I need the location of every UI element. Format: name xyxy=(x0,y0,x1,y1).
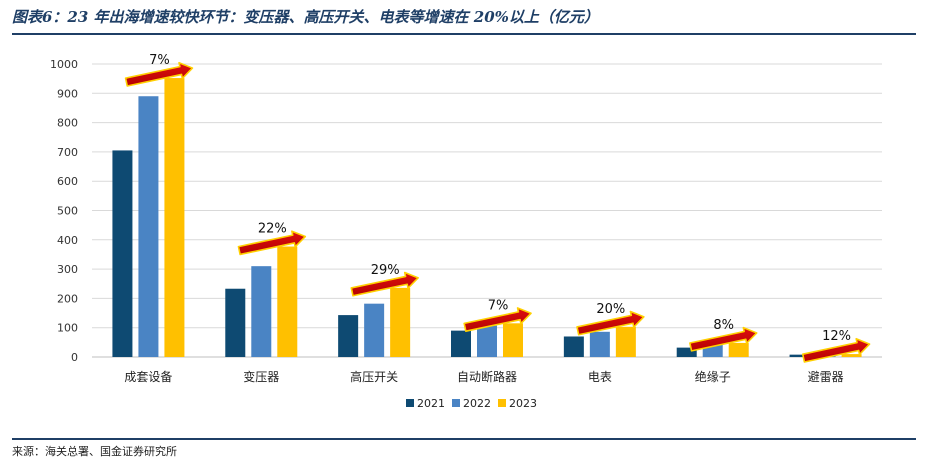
arrow-shape xyxy=(689,326,758,352)
x-category-label: 成套设备 xyxy=(124,370,172,384)
bar xyxy=(225,288,246,357)
x-category-label: 电表 xyxy=(588,370,612,384)
y-tick-label: 800 xyxy=(57,117,78,130)
legend-label: 2023 xyxy=(509,397,537,410)
growth-arrows xyxy=(124,61,871,363)
legend-label: 2022 xyxy=(463,397,491,410)
arrow-shape xyxy=(801,337,871,363)
bars xyxy=(112,78,862,358)
growth-label: 20% xyxy=(596,302,625,317)
footer-rule xyxy=(12,438,916,440)
bar xyxy=(589,331,610,357)
labels: 成套设备 7% 变压器 22% 高压开关 29% 自动断路器 7% 电表 20% 绝缘子 8% 避雷器 1… xyxy=(124,53,851,384)
arrow-shape xyxy=(576,310,645,336)
bar xyxy=(164,78,185,358)
y-tick-label: 500 xyxy=(57,205,78,218)
y-tick-label: 1000 xyxy=(50,58,78,71)
growth-arrow xyxy=(237,230,307,256)
growth-label: 7% xyxy=(488,298,509,313)
y-tick-label: 100 xyxy=(57,322,78,335)
bar-chart: 0 100 200 300 400 500 600 700 800 900 1000 成套设备 7% 变… xyxy=(50,53,882,410)
bar xyxy=(364,303,385,357)
legend-label: 2021 xyxy=(417,397,445,410)
growth-arrow xyxy=(689,326,758,352)
bar xyxy=(138,96,159,357)
bar xyxy=(728,342,749,357)
growth-label: 22% xyxy=(258,222,287,237)
gridlines xyxy=(92,63,882,358)
bar xyxy=(789,354,810,357)
x-category-label: 自动断路器 xyxy=(457,369,517,384)
bar xyxy=(615,326,636,357)
legend-swatch xyxy=(452,399,460,407)
y-tick-label: 300 xyxy=(57,263,78,276)
arrow-shape xyxy=(463,307,532,333)
bar xyxy=(841,354,862,357)
x-category-label: 高压开关 xyxy=(350,369,398,384)
source-note: 来源：海关总署、国金证券研究所 xyxy=(12,445,177,458)
growth-label: 7% xyxy=(149,53,170,68)
growth-arrow xyxy=(463,307,532,333)
growth-label: 29% xyxy=(371,263,400,278)
growth-arrow xyxy=(350,271,419,297)
bar xyxy=(277,246,298,357)
bar xyxy=(563,336,584,357)
chart-title: 图表6：23 年出海增速较快环节：变压器、高压开关、电表等增速在 20%以上（亿… xyxy=(12,8,599,26)
title-rule xyxy=(12,33,916,35)
bar xyxy=(477,325,497,357)
growth-label: 12% xyxy=(822,329,851,344)
y-tick-label: 0 xyxy=(71,351,78,364)
bar xyxy=(251,266,272,357)
arrow-shape xyxy=(237,230,307,256)
growth-label: 8% xyxy=(713,318,734,333)
bar xyxy=(338,315,359,357)
y-tick-label: 200 xyxy=(57,292,78,305)
arrow-shape xyxy=(124,61,194,87)
growth-arrow xyxy=(124,61,194,87)
bar xyxy=(390,287,411,357)
growth-arrow xyxy=(801,337,871,363)
y-tick-label: 900 xyxy=(57,87,78,100)
x-category-label: 避雷器 xyxy=(808,370,844,384)
bar xyxy=(503,323,523,357)
legend-swatch xyxy=(498,399,506,407)
y-tick-label: 600 xyxy=(57,175,78,188)
y-tick-label: 700 xyxy=(57,146,78,159)
x-category-label: 绝缘子 xyxy=(695,369,731,384)
arrow-shape xyxy=(350,271,419,297)
bar xyxy=(451,330,471,357)
y-tick-label: 400 xyxy=(57,234,78,247)
y-axis: 0 100 200 300 400 500 600 700 800 900 1000 xyxy=(50,58,78,364)
legend-swatch xyxy=(406,399,414,407)
legend: 2021 2022 2023 xyxy=(406,397,537,410)
growth-arrow xyxy=(576,310,645,336)
bar xyxy=(676,347,697,357)
x-category-label: 变压器 xyxy=(243,369,279,384)
bar xyxy=(112,150,133,357)
